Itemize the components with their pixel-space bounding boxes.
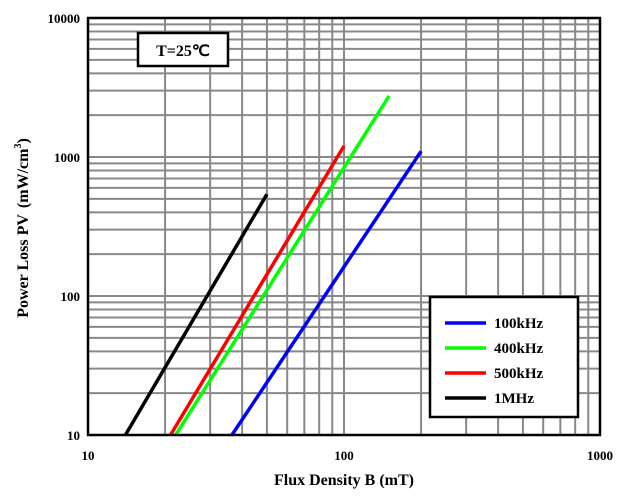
tick-labels: 10 100 1000 10 100 1000 10000 [48,11,614,463]
y-tick-label: 10 [67,428,80,443]
series-lines [123,94,423,436]
plot-frame [86,16,602,437]
legend: 100kHz 400kHz 500kHz 1MHz [428,295,580,419]
annotation-frame [136,31,230,68]
legend-label-400kHz: 400kHz [494,341,544,357]
legend-label-500kHz: 500kHz [494,366,544,382]
x-tick-label: 100 [334,448,354,463]
y-tick-label: 100 [61,289,81,304]
annotation-text: T=25℃ [156,43,210,60]
x-tick-label: 10 [82,448,95,463]
annotation-box: T=25℃ [136,31,230,68]
series-line-1MHz [123,193,269,436]
series-line-100kHz [230,150,423,436]
y-axis-label-unit-close: ) [15,138,32,143]
legend-label-100kHz: 100kHz [494,316,544,332]
series-line-400kHz [174,94,391,436]
y-axis-label-unit: (mW/cm [15,148,32,208]
x-tick-label: 1000 [587,448,613,463]
series-line-500kHz [168,145,346,436]
y-tick-label: 1000 [54,150,80,165]
y-axis-label-unit-exponent: 3 [13,144,24,149]
x-axis-label: Flux Density B (mT) [274,472,414,489]
y-axis-label: Power Loss PV (mW/cm3) [13,138,32,318]
y-axis-label-main: Power Loss PV [15,214,32,318]
legend-label-1MHz: 1MHz [494,391,534,407]
y-tick-label: 10000 [48,11,81,26]
